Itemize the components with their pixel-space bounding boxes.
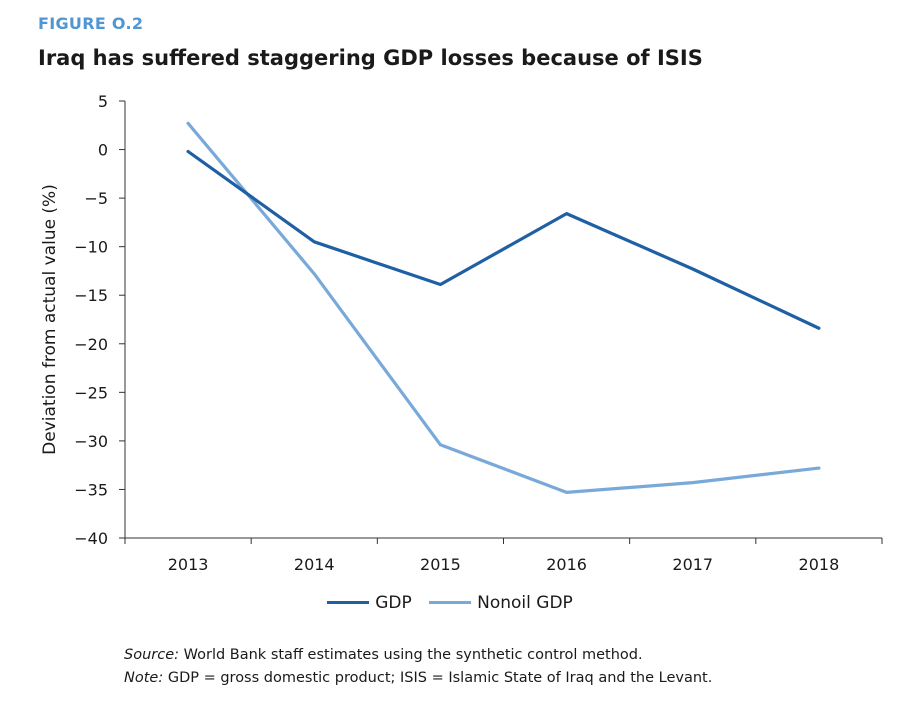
y-axis-title: Deviation from actual value (%)	[40, 184, 60, 455]
y-tick-label: −25	[74, 383, 108, 402]
y-tick-label: −20	[74, 335, 108, 354]
x-tick-label: 2014	[294, 555, 335, 574]
series-line-gdp	[186, 149, 821, 330]
y-tick-label: −35	[74, 480, 108, 499]
x-tick-label: 2016	[546, 555, 587, 574]
figure-title: Iraq has suffered staggering GDP losses …	[38, 46, 703, 70]
note-text: GDP = gross domestic product; ISIS = Isl…	[163, 670, 713, 686]
legend-item-nonoil-gdp: Nonoil GDP	[429, 593, 573, 613]
legend-swatch-gdp	[327, 601, 370, 604]
note-line: Note: GDP = gross domestic product; ISIS…	[124, 667, 712, 690]
source-line: Source: World Bank staff estimates using…	[124, 644, 712, 667]
y-tick-label: −40	[74, 529, 108, 548]
x-tick-label: 2013	[168, 555, 209, 574]
figure-label: FIGURE O.2	[38, 14, 144, 33]
legend-label-gdp: GDP	[375, 592, 412, 613]
y-tick-label: −15	[74, 286, 108, 305]
x-tick-label: 2017	[672, 555, 713, 574]
source-label: Source:	[124, 647, 180, 663]
note-label: Note:	[124, 670, 164, 686]
legend-swatch-nonoil-gdp	[429, 601, 472, 604]
y-tick-label: −10	[74, 238, 108, 257]
y-tick-label: 5	[98, 92, 108, 111]
y-tick-label: −5	[84, 189, 108, 208]
y-tick-label: 0	[98, 141, 108, 160]
x-tick-label: 2018	[799, 555, 840, 574]
legend-item-gdp: GDP	[327, 593, 412, 613]
x-tick-label: 2015	[420, 555, 461, 574]
chart-legend: GDP Nonoil GDP	[0, 589, 900, 613]
source-text: World Bank staff estimates using the syn…	[179, 647, 643, 663]
series-line-nonoil-gdp	[186, 121, 821, 494]
y-tick-label: −30	[74, 432, 108, 451]
figure-notes: Source: World Bank staff estimates using…	[124, 644, 712, 690]
legend-label-nonoil-gdp: Nonoil GDP	[477, 592, 573, 613]
